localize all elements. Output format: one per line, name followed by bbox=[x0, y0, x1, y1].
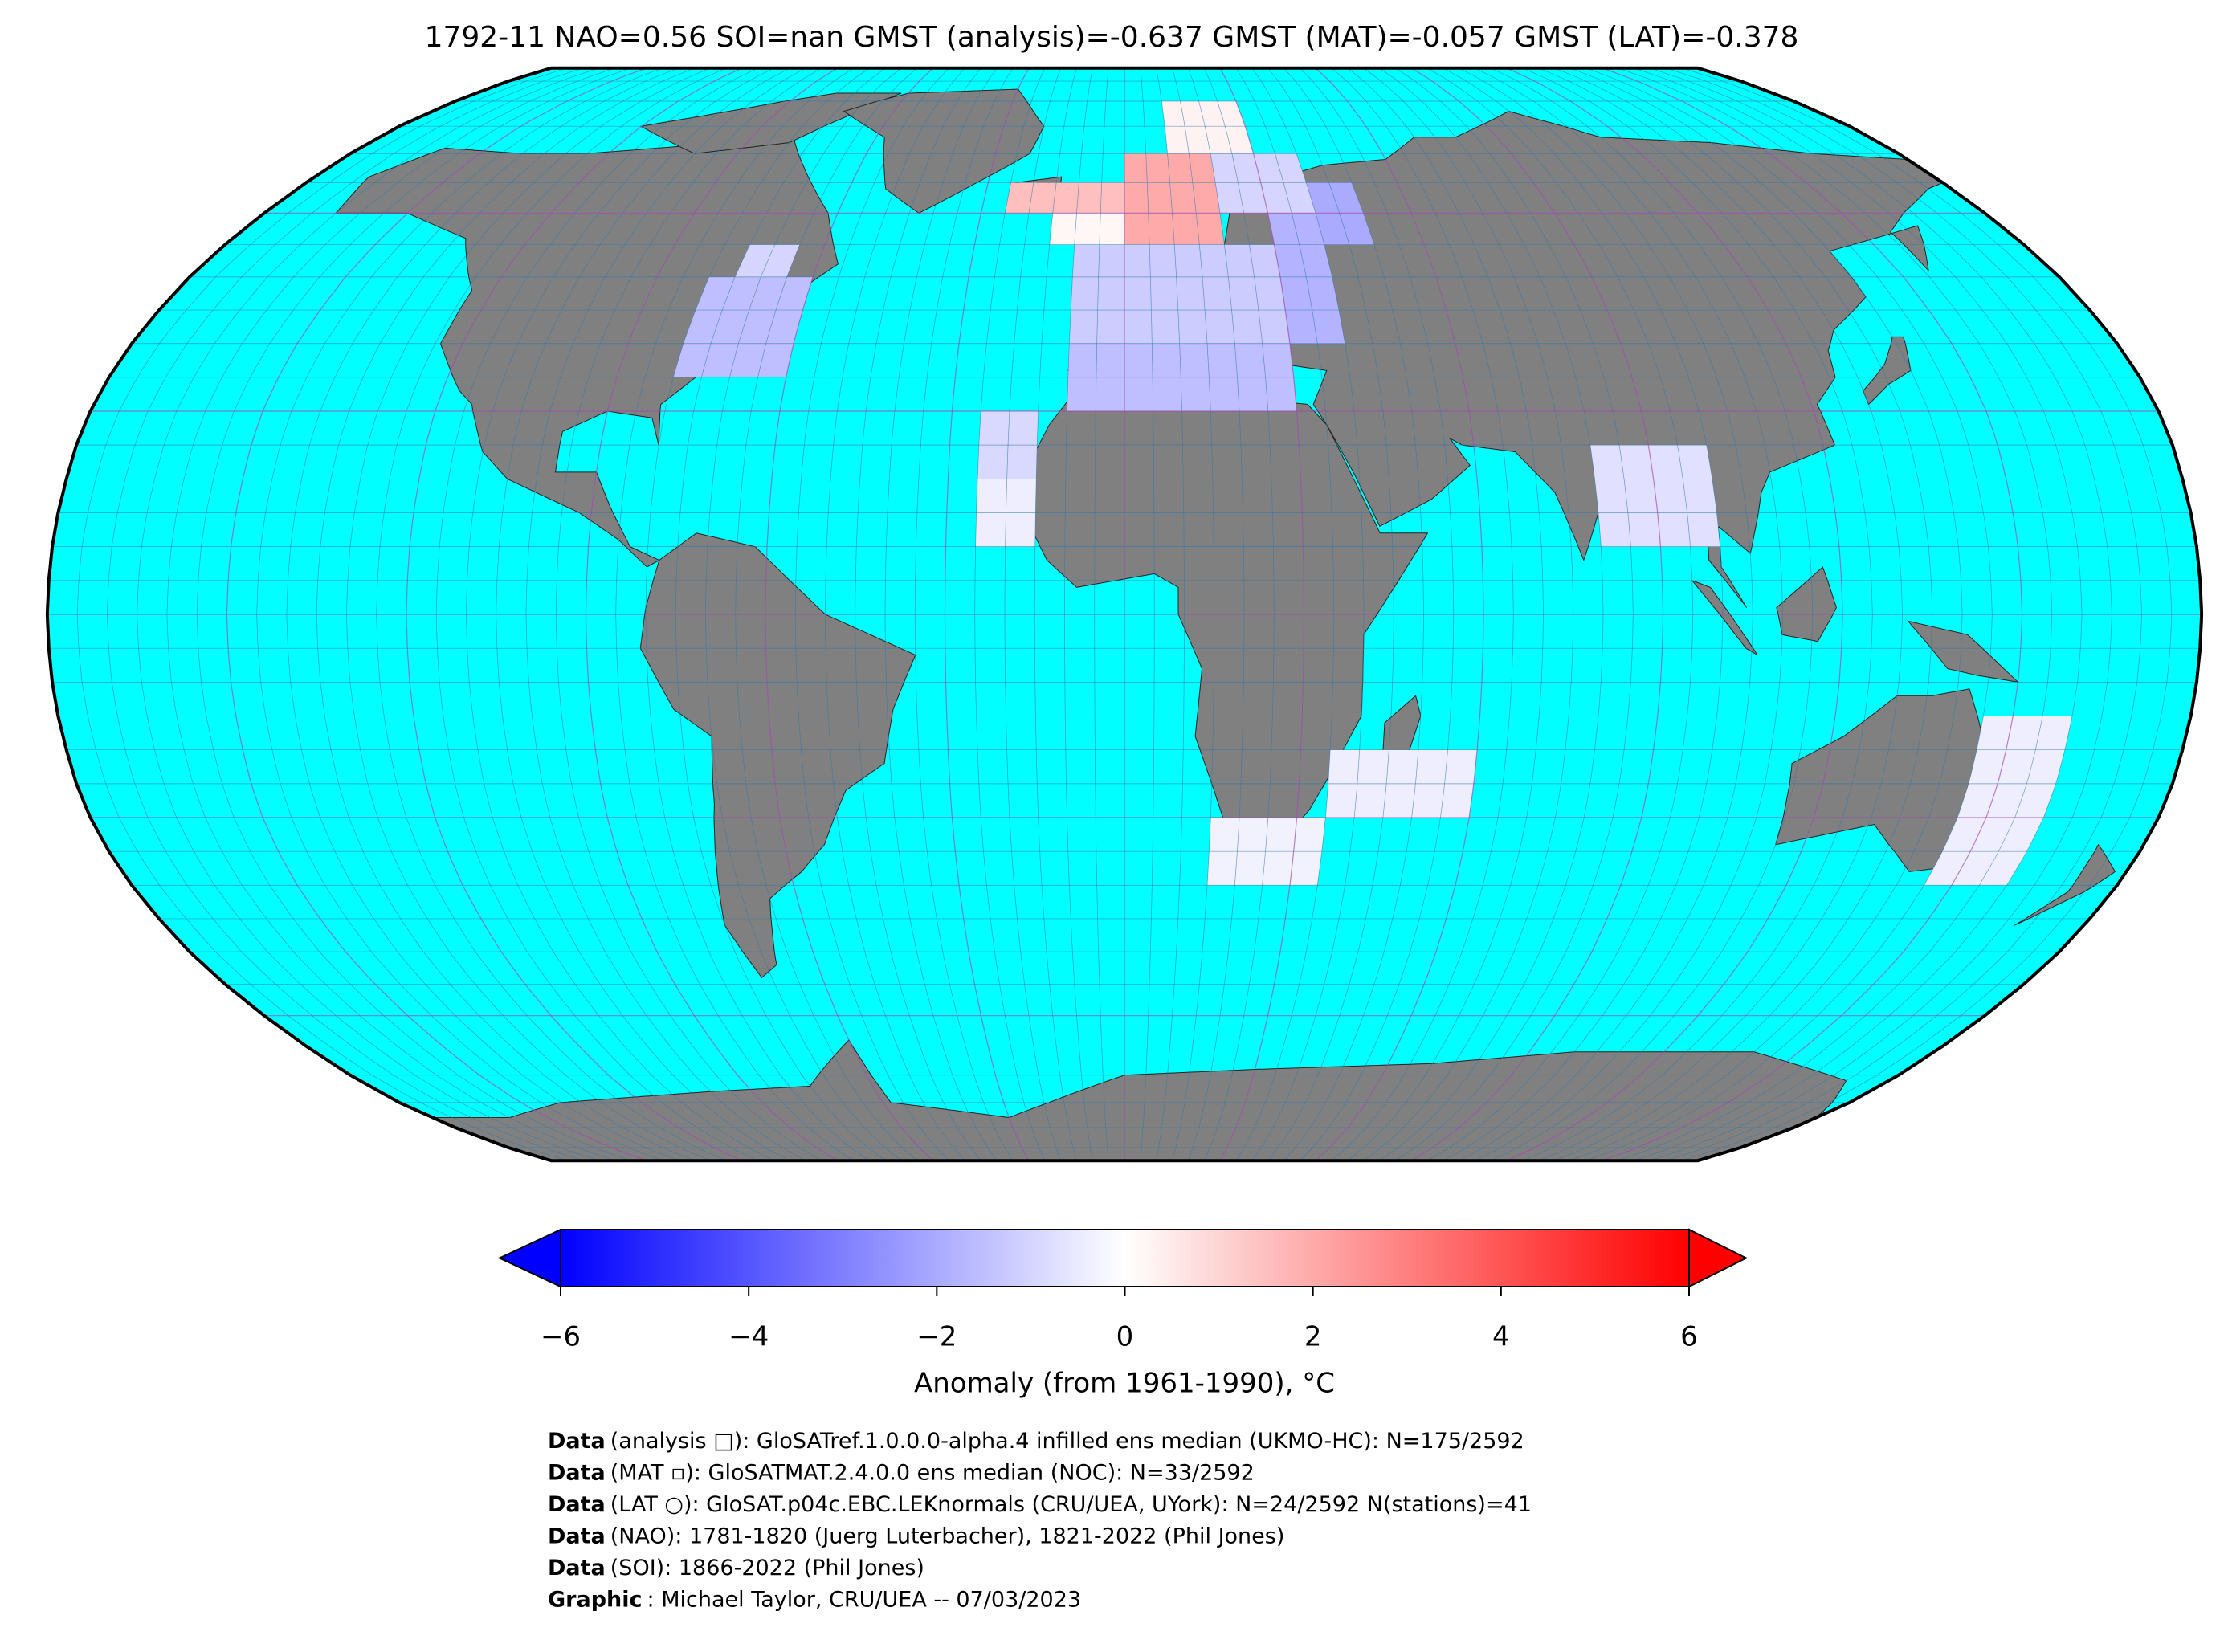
note: Data (analysis □): GloSATref.1.0.0.0-alph… bbox=[548, 1429, 1524, 1454]
note-text: : Michael Taylor, CRU/UEA -- 07/03/2023 bbox=[647, 1587, 1082, 1612]
note-text: (analysis □): GloSATref.1.0.0.0-alpha.4 … bbox=[610, 1429, 1524, 1454]
note: Data (MAT ▫): GloSATMAT.2.4.0.0 ens media… bbox=[548, 1460, 1255, 1485]
note-label: Data bbox=[548, 1429, 606, 1454]
land bbox=[2014, 843, 2116, 926]
note-label: Data bbox=[548, 1492, 606, 1517]
colorbar-tick-label: 2 bbox=[1304, 1321, 1322, 1353]
anomaly-cell bbox=[1306, 182, 1375, 245]
land bbox=[432, 1039, 1847, 1161]
note-label: Data bbox=[548, 1524, 606, 1548]
colorbar-extend-low bbox=[497, 1228, 561, 1288]
anomaly-cell bbox=[1005, 182, 1124, 214]
land bbox=[1863, 336, 1912, 406]
anomaly-cell bbox=[673, 276, 813, 377]
note-text: (NAO): 1781-1820 (Juerg Luterbacher), 18… bbox=[610, 1524, 1285, 1548]
anomaly-cell bbox=[1210, 153, 1316, 214]
colorbar-tick-label: −4 bbox=[728, 1321, 769, 1353]
note-text: (SOI): 1866-2022 (Phil Jones) bbox=[610, 1556, 924, 1581]
note: Data (NAO): 1781-1820 (Juerg Luterbacher)… bbox=[548, 1524, 1284, 1548]
colorbar-extend-high bbox=[1688, 1228, 1749, 1288]
anomaly-cell bbox=[1049, 213, 1124, 245]
colorbar: −6 −4 −2 0 2 4 6 bbox=[497, 1228, 1749, 1353]
note: Graphic: Michael Taylor, CRU/UEA -- 07/0… bbox=[548, 1587, 1081, 1612]
colorbar-tick-label: −6 bbox=[541, 1321, 581, 1353]
land bbox=[1776, 566, 1837, 642]
land bbox=[1691, 579, 1758, 656]
colorbar-tick-label: 6 bbox=[1680, 1321, 1698, 1353]
note-text: (LAT ○): GloSAT.p04c.EBC.LEKnormals (CRU… bbox=[610, 1492, 1532, 1517]
map-outline bbox=[45, 66, 2204, 1163]
note-label: Graphic bbox=[548, 1587, 643, 1612]
anomaly-cell bbox=[1161, 101, 1254, 154]
note-text: (MAT ▫): GloSATMAT.2.4.0.0 ens median (N… bbox=[610, 1460, 1255, 1485]
note: Data (SOI): 1866-2022 (Phil Jones) bbox=[548, 1556, 924, 1581]
colorbar-tick-label: 0 bbox=[1116, 1321, 1134, 1353]
title: 1792-11 NAO=0.56 SOI=nan GMST (analysis)… bbox=[425, 21, 1799, 54]
note-label: Data bbox=[548, 1556, 606, 1581]
note: Data (LAT ○): GloSAT.p04c.EBC.LEKnormals … bbox=[548, 1492, 1532, 1517]
anomaly-cell bbox=[1924, 716, 2073, 886]
colorbar-tick-label: −2 bbox=[916, 1321, 957, 1353]
anomaly-cell bbox=[1124, 153, 1225, 245]
land bbox=[843, 88, 1045, 214]
colorbar-tick-label: 4 bbox=[1492, 1321, 1510, 1353]
land bbox=[639, 92, 902, 154]
land bbox=[639, 532, 916, 979]
notes: Data (analysis □): GloSATref.1.0.0.0-alph… bbox=[548, 1429, 1532, 1613]
anomaly-cell bbox=[1069, 244, 1290, 344]
colorbar-label: Anomaly (from 1961-1990), °C bbox=[914, 1368, 1335, 1400]
colorbar-gradient bbox=[561, 1230, 1689, 1287]
note-label: Data bbox=[548, 1460, 606, 1485]
anomaly-cell bbox=[735, 244, 800, 277]
map bbox=[47, 67, 2202, 1161]
